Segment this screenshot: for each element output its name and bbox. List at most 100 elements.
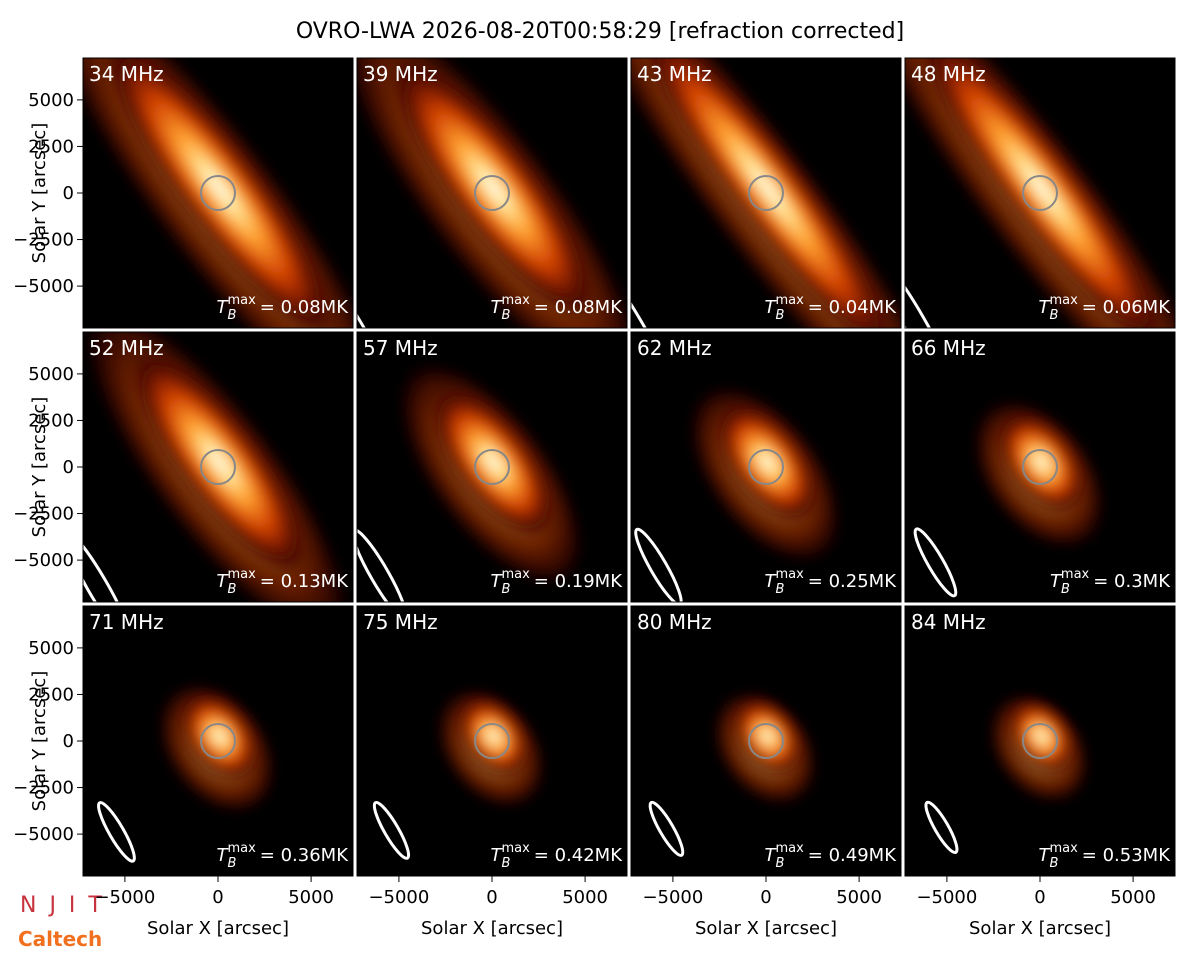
panel: 62 MHz TBmax = 0.25MK [631,332,901,602]
y-tick-label: 0 [63,731,74,752]
panel: 66 MHz TBmax = 0.3MK [905,332,1175,602]
panel-frame [356,331,628,603]
emission-core [180,693,258,780]
panel: 39 MHz TBmax = 0.08MK [357,58,627,328]
tb-max-annotation: TBmax = 0.25MK [765,567,898,597]
panel-title: 75 MHz [363,610,438,634]
tb-sub: B [502,582,511,597]
panel-title: 62 MHz [637,336,712,360]
y-tick-label: −2500 [13,504,74,525]
caltech-logo: Caltech [18,927,102,951]
panel: 80 MHz TBmax = 0.49MK [631,606,901,876]
solar-disk [748,723,784,759]
solar-disk [200,723,236,759]
tb-symbol: T [765,845,778,866]
x-tick-label: −5000 [642,887,703,908]
x-tick-label: −5000 [916,887,977,908]
panel-frame [904,57,1176,329]
tb-text: = 0.08MK [534,297,623,318]
tb-max-annotation: TBmax = 0.08MK [217,293,350,323]
tb-sup: max [1049,293,1078,308]
emission-core [104,58,335,328]
x-axis-label: Solar X [arcsec] [147,918,289,939]
tb-sup: max [227,293,256,308]
tb-text: = 0.13MK [260,571,349,592]
emission-core [391,58,596,319]
x-tick-label: −5000 [368,887,429,908]
panel-title: 84 MHz [911,610,986,634]
emission-core [917,58,1166,328]
tb-sub: B [776,308,785,323]
y-axis-label: Solar Y [arcsec] [29,123,50,264]
tb-text: = 0.06MK [1082,297,1171,318]
tb-sup: max [501,293,530,308]
tb-text: = 0.42MK [534,845,623,866]
emission-core [1008,700,1075,773]
tb-text: = 0.04MK [808,297,897,318]
y-tick-label: 5000 [28,90,74,111]
tb-sub: B [502,856,511,871]
solar-disk [1022,449,1058,485]
panel-title: 39 MHz [363,62,438,86]
solar-disk [1022,175,1058,211]
tb-sub: B [502,308,511,323]
tb-text: = 0.49MK [808,845,897,866]
tb-text: = 0.53MK [1082,845,1171,866]
panel: 75 MHz TBmax = 0.42MK [357,606,627,876]
tb-symbol: T [765,297,778,318]
beam [83,529,133,602]
y-axis-label: Solar Y [arcsec] [29,671,50,812]
figure-title: OVRO-LWA 2026-08-20T00:58:29 [refraction… [296,19,904,44]
y-tick-label: 2500 [28,684,74,705]
tb-sup: max [775,841,804,856]
tb-max-annotation: TBmax = 0.19MK [491,567,624,597]
panel-frame [630,57,902,329]
tb-symbol: T [491,571,504,592]
panel-title: 43 MHz [637,62,712,86]
solar-disk [748,449,784,485]
tb-sup: max [501,841,530,856]
y-tick-label: −5000 [13,550,74,571]
tb-sup: max [775,293,804,308]
tb-symbol: T [491,845,504,866]
tb-text: = 0.08MK [260,297,349,318]
tb-sub: B [776,582,785,597]
panel: 57 MHz TBmax = 0.19MK [357,332,627,602]
tb-symbol: T [1039,845,1052,866]
emission-core [717,403,818,521]
x-tick-label: 0 [212,887,223,908]
y-tick-label: 0 [63,183,74,204]
tb-symbol: T [1039,297,1052,318]
panel-title: 57 MHz [363,336,438,360]
tb-sup: max [775,567,804,582]
solar-disk [200,175,236,211]
tb-max-annotation: TBmax = 0.36MK [217,841,350,871]
solar-disk [1022,723,1058,759]
tb-sub: B [228,856,237,871]
tb-sup: max [501,567,530,582]
tb-sub: B [1061,582,1070,597]
x-tick-label: 5000 [288,887,334,908]
solar-disk [474,449,510,485]
emission-core [432,388,555,537]
tb-max-annotation: TBmax = 0.53MK [1039,841,1172,871]
y-tick-label: −2500 [13,778,74,799]
solar-disk [474,175,510,211]
tb-max-annotation: TBmax = 0.3MK [1050,567,1171,597]
tb-max-annotation: TBmax = 0.04MK [765,293,898,323]
tb-max-annotation: TBmax = 0.42MK [491,841,624,871]
panel: 71 MHz TBmax = 0.36MK [83,606,353,876]
beam [372,800,411,860]
panel-title: 34 MHz [89,62,164,86]
x-tick-label: 5000 [1110,887,1156,908]
panel-title: 80 MHz [637,610,712,634]
tb-sub: B [1050,308,1059,323]
x-axis-label: Solar X [arcsec] [695,918,837,939]
tb-sub: B [776,856,785,871]
x-tick-label: 0 [760,887,771,908]
panel-title: 48 MHz [911,62,986,86]
panel-title: 71 MHz [89,610,164,634]
tb-symbol: T [217,845,230,866]
emission-core [131,350,308,574]
y-tick-label: 2500 [28,136,74,157]
